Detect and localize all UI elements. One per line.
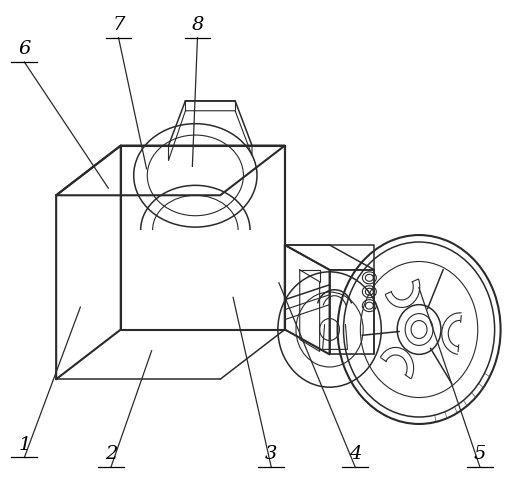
Text: 7: 7 <box>112 16 125 34</box>
Text: 3: 3 <box>265 445 278 463</box>
Text: 2: 2 <box>105 445 117 463</box>
Text: 5: 5 <box>474 445 486 463</box>
Text: 4: 4 <box>349 445 361 463</box>
Text: 6: 6 <box>18 40 31 58</box>
Text: 1: 1 <box>18 435 31 453</box>
Text: 8: 8 <box>191 16 204 34</box>
